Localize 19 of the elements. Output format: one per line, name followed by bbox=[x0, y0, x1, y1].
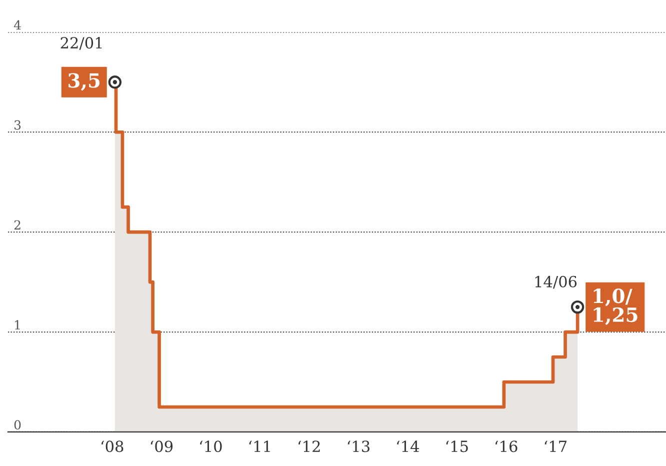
x-tick-label: ‘12 bbox=[298, 440, 320, 452]
x-tick-label: ‘10 bbox=[200, 440, 222, 452]
x-tick-label: ‘15 bbox=[446, 440, 468, 452]
y-tick-label: 1 bbox=[15, 320, 20, 330]
x-tick-label: ‘08 bbox=[101, 440, 124, 452]
x-tick-label: ‘13 bbox=[348, 440, 370, 452]
annotation: 14/06 bbox=[535, 276, 577, 289]
annotation: 22/01 bbox=[60, 37, 102, 50]
x-tick-label: ‘11 bbox=[249, 440, 270, 452]
x-tick-label: ‘17 bbox=[544, 440, 566, 452]
y-tick-label: 2 bbox=[14, 220, 20, 230]
y-tick-label: 0 bbox=[14, 420, 21, 430]
annotation: 1,0/ 1,25 bbox=[594, 288, 638, 326]
y-tick-label: 4 bbox=[14, 20, 21, 30]
y-tick-label: 3 bbox=[14, 120, 21, 130]
x-tick-label: ‘14 bbox=[397, 440, 420, 452]
x-tick-label: ‘09 bbox=[150, 440, 173, 452]
annotation: 3,5 bbox=[68, 73, 100, 91]
x-tick-label: ‘16 bbox=[495, 440, 518, 452]
